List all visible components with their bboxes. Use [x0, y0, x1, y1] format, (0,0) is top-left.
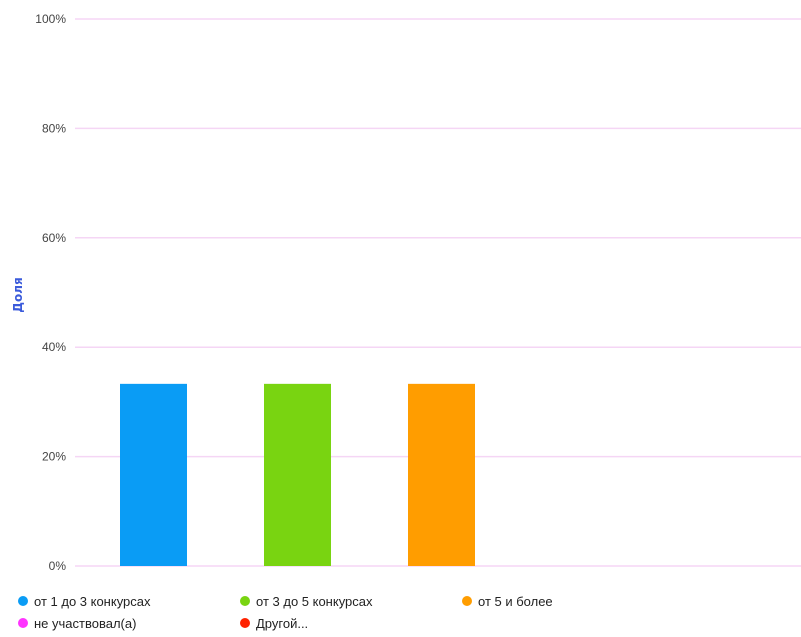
legend-label: не участвовал(а): [34, 615, 137, 631]
legend-dot-icon: [18, 596, 28, 606]
legend-label: от 1 до 3 конкурсах: [34, 593, 151, 609]
legend-dot-icon: [462, 596, 472, 606]
legend-item-1[interactable]: от 1 до 3 конкурсах: [18, 594, 240, 609]
y-axis-label: Доля: [11, 277, 25, 312]
y-tick-labels: 0% 20% 40% 60% 80% 100%: [35, 12, 66, 573]
legend: от 1 до 3 конкурсах от 3 до 5 конкурсах …: [18, 590, 798, 634]
legend-item-5[interactable]: Другой...: [240, 616, 308, 631]
y-tick-label: 80%: [42, 121, 66, 135]
bar[interactable]: [120, 383, 187, 566]
legend-row-1: от 1 до 3 конкурсах от 3 до 5 конкурсах …: [18, 590, 798, 612]
legend-dot-icon: [240, 596, 250, 606]
y-tick-label: 60%: [42, 231, 66, 245]
legend-label: от 3 до 5 конкурсах: [256, 593, 373, 609]
legend-item-2[interactable]: от 3 до 5 конкурсах: [240, 594, 462, 609]
gridlines: [75, 18, 801, 567]
bar[interactable]: [408, 383, 475, 566]
y-tick-label: 40%: [42, 340, 66, 354]
legend-label: от 5 и более: [478, 593, 553, 609]
bar[interactable]: [264, 383, 331, 566]
legend-item-3[interactable]: от 5 и более: [462, 594, 553, 609]
legend-item-4[interactable]: не участвовал(а): [18, 616, 240, 631]
legend-label: Другой...: [256, 615, 309, 631]
bar-chart: 0% 20% 40% 60% 80% 100% Доля: [11, 12, 801, 573]
y-tick-label: 100%: [35, 12, 66, 26]
legend-row-2: не участвовал(а) Другой...: [18, 612, 798, 634]
y-tick-label: 20%: [42, 450, 66, 464]
bars: [120, 383, 475, 566]
legend-dot-icon: [18, 618, 28, 628]
legend-dot-icon: [240, 618, 250, 628]
y-tick-label: 0%: [49, 559, 67, 573]
